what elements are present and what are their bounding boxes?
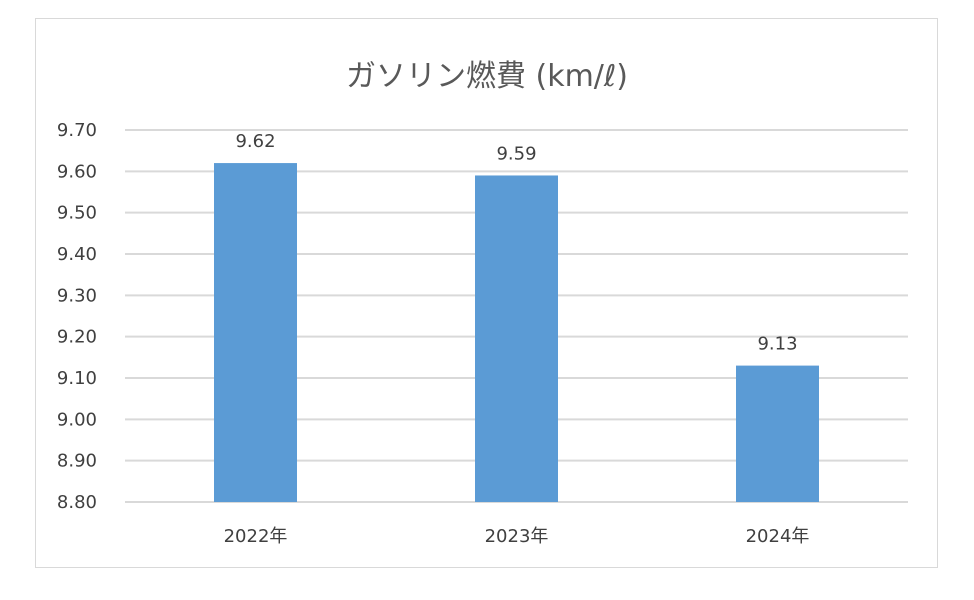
y-axis-ticks: 9.70 9.60 9.50 9.40 9.30 9.20 9.10 9.00 8.90 8.80 — [57, 120, 97, 513]
bar-2 — [475, 175, 558, 502]
y-tick-label: 9.60 — [57, 161, 97, 182]
chart-title: ガソリン燃費 (km/ℓ) — [346, 59, 628, 94]
y-tick-label: 8.80 — [57, 492, 97, 513]
y-tick-label: 9.50 — [57, 203, 97, 224]
data-label: 9.13 — [757, 334, 797, 355]
bar-1 — [214, 163, 297, 503]
y-tick-label: 9.40 — [57, 244, 97, 265]
x-category-label: 2023年 — [485, 526, 549, 547]
y-tick-label: 8.90 — [57, 451, 97, 472]
y-tick-label: 9.20 — [57, 327, 97, 348]
y-tick-label: 9.70 — [57, 120, 97, 141]
x-axis-categories: 2022年 2023年 2024年 — [224, 526, 810, 547]
x-category-label: 2024年 — [746, 526, 810, 547]
y-tick-label: 9.30 — [57, 285, 97, 306]
y-tick-label: 9.10 — [57, 368, 97, 389]
bar-3 — [736, 365, 819, 502]
bars — [214, 163, 819, 503]
data-label: 9.62 — [235, 131, 275, 152]
data-labels: 9.62 9.59 9.13 — [235, 131, 797, 355]
x-category-label: 2022年 — [224, 526, 288, 547]
y-tick-label: 9.00 — [57, 409, 97, 430]
data-label: 9.59 — [496, 143, 536, 164]
